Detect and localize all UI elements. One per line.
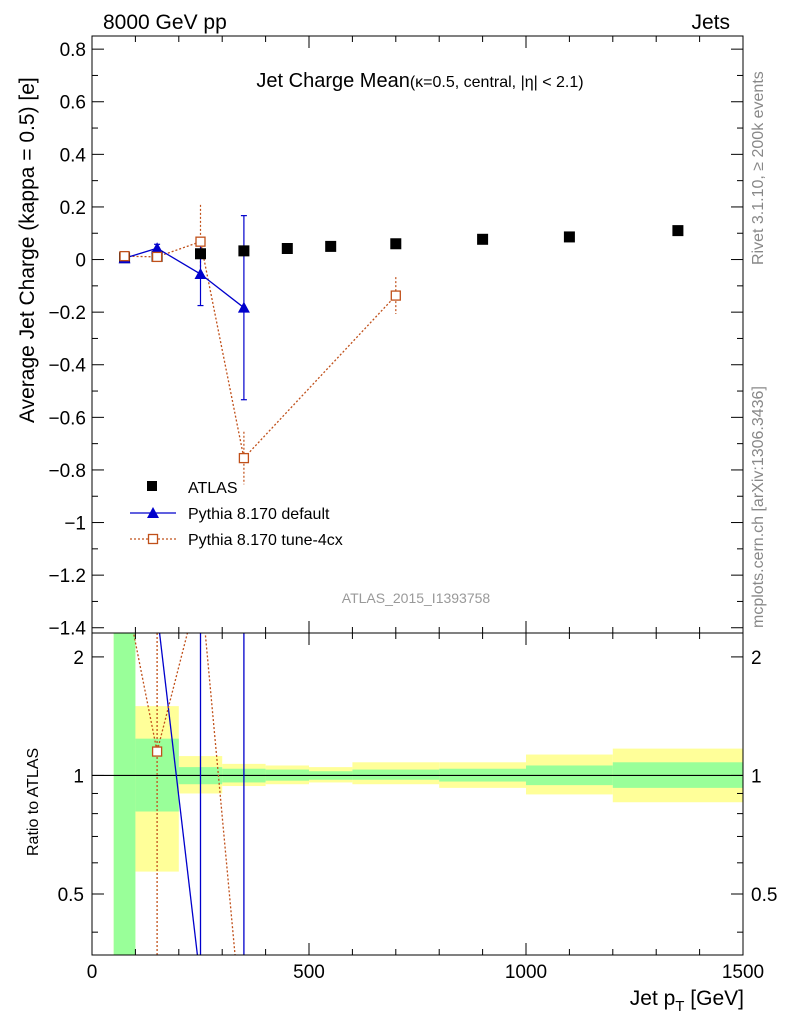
x-tick-label: 0 xyxy=(87,962,98,983)
x-tick-label: 1500 xyxy=(722,962,764,983)
rivet-label: Rivet 3.1.10, ≥ 200k events xyxy=(750,71,767,265)
default-series-line xyxy=(124,247,245,309)
main-y-tick-label: 0.8 xyxy=(60,40,86,61)
ratio-panel-frame xyxy=(91,632,744,956)
default-data-point xyxy=(151,242,164,254)
atlas-data-point xyxy=(563,231,575,243)
legend-atlas-label: ATLAS xyxy=(188,480,238,497)
atlas-data-point xyxy=(281,243,293,255)
legend-default-marker xyxy=(147,507,159,518)
svg-text:Jet Charge Mean(κ=0.5, central: Jet Charge Mean(κ=0.5, central, |η| < 2.… xyxy=(256,70,583,92)
ratio-y-tick-label-right: 2 xyxy=(751,648,762,669)
x-axis-label-unit: [GeV] xyxy=(684,987,744,1010)
tune-series-line xyxy=(124,240,397,460)
main-y-tick-label: −0.6 xyxy=(48,408,86,429)
ratio-tune-line xyxy=(132,633,236,955)
x-axis-label-sub: T xyxy=(675,998,684,1015)
ratio-panel: 0 500 1000 1500 0.5 0.5 1 1 2 2 Ratio to ATLAS Je… xyxy=(25,632,777,1015)
legend-default-label: Pythia 8.170 default xyxy=(188,506,330,523)
x-tick-label: 500 xyxy=(293,962,325,983)
atlas-data-point xyxy=(195,248,206,260)
main-y-tick-label: −0.4 xyxy=(48,356,86,377)
process-label: Jets xyxy=(691,11,730,34)
ratio-y-tick-label: 1 xyxy=(73,766,84,787)
source-label: mcplots.cern.ch [arXiv:1306.3436] xyxy=(750,386,767,628)
main-y-tick-label: 0.4 xyxy=(60,145,87,166)
stat-uncertainty-band xyxy=(352,769,440,780)
tune-data-point xyxy=(195,236,206,247)
main-y-tick-label: −0.8 xyxy=(48,461,86,482)
analysis-id-label: ATLAS_2015_I1393758 xyxy=(342,590,491,606)
atlas-data-point xyxy=(325,240,337,252)
energy-label: 8000 GeV pp xyxy=(103,11,227,34)
ratio-y-tick-label: 0.5 xyxy=(58,885,84,906)
main-y-tick-label: 0.2 xyxy=(60,198,86,219)
legend-tune-marker xyxy=(147,533,159,545)
main-y-tick-label: 0.6 xyxy=(60,93,86,114)
ratio-default-line xyxy=(158,633,199,955)
main-y-tick-label: −1.4 xyxy=(48,619,86,640)
atlas-data-point xyxy=(477,233,489,245)
ratio-y-axis-label: Ratio to ATLAS xyxy=(25,748,42,856)
legend-tune-label: Pythia 8.170 tune-4cx xyxy=(188,532,343,549)
main-y-axis-label: Average Jet Charge (kappa = 0.5) [e] xyxy=(16,77,39,423)
default-data-point xyxy=(237,301,250,313)
main-y-tick-label: 0 xyxy=(75,251,86,272)
stat-uncertainty-band xyxy=(113,633,136,955)
ratio-panel-body xyxy=(92,633,743,955)
main-panel: 0.80.60.40.20−0.2−0.4−0.6−0.8−1−1.2−1.4 … xyxy=(16,35,744,640)
x-axis-label-main: Jet p xyxy=(630,987,676,1010)
atlas-data-point xyxy=(672,225,684,237)
main-y-tick-label: −1 xyxy=(64,514,86,535)
ratio-axes: 0 500 1000 1500 0.5 0.5 1 1 2 2 xyxy=(58,633,777,983)
main-title-subtext: (κ=0.5, central, |η| < 2.1) xyxy=(410,74,584,91)
tune-data-point xyxy=(390,290,401,301)
tune-data-point xyxy=(119,250,130,262)
tune-data-point xyxy=(151,251,163,263)
main-title: Jet Charge Mean(κ=0.5, central, |η| < 2.… xyxy=(256,70,583,92)
x-axis-label: Jet pT [GeV] xyxy=(630,987,744,1015)
main-title-text: Jet Charge Mean xyxy=(256,70,409,92)
ratio-tune-point xyxy=(151,746,163,757)
main-y-tick-label: −0.2 xyxy=(48,303,86,324)
default-data-point xyxy=(194,268,207,280)
ratio-y-tick-label: 2 xyxy=(73,648,84,669)
atlas-data-point xyxy=(238,245,250,257)
tune-data-point xyxy=(238,452,250,464)
atlas-data-point xyxy=(390,238,402,250)
main-panel-body xyxy=(118,204,684,485)
x-tick-label: 1000 xyxy=(505,962,547,983)
main-y-axis: 0.8 0.6 0.4 0.2 0 −0.2 −0.4 −0.6 −0.8 −1 −1.2 −1.4 xyxy=(48,36,744,640)
legend-atlas-marker xyxy=(147,481,157,491)
legend: ATLAS Pythia 8.170 default Pythia 8.170 … xyxy=(130,480,343,549)
ratio-y-tick-label-right: 1 xyxy=(751,766,762,787)
ratio-y-tick-label-right: 0.5 xyxy=(751,885,777,906)
main-y-tick-label: −1.2 xyxy=(48,566,86,587)
